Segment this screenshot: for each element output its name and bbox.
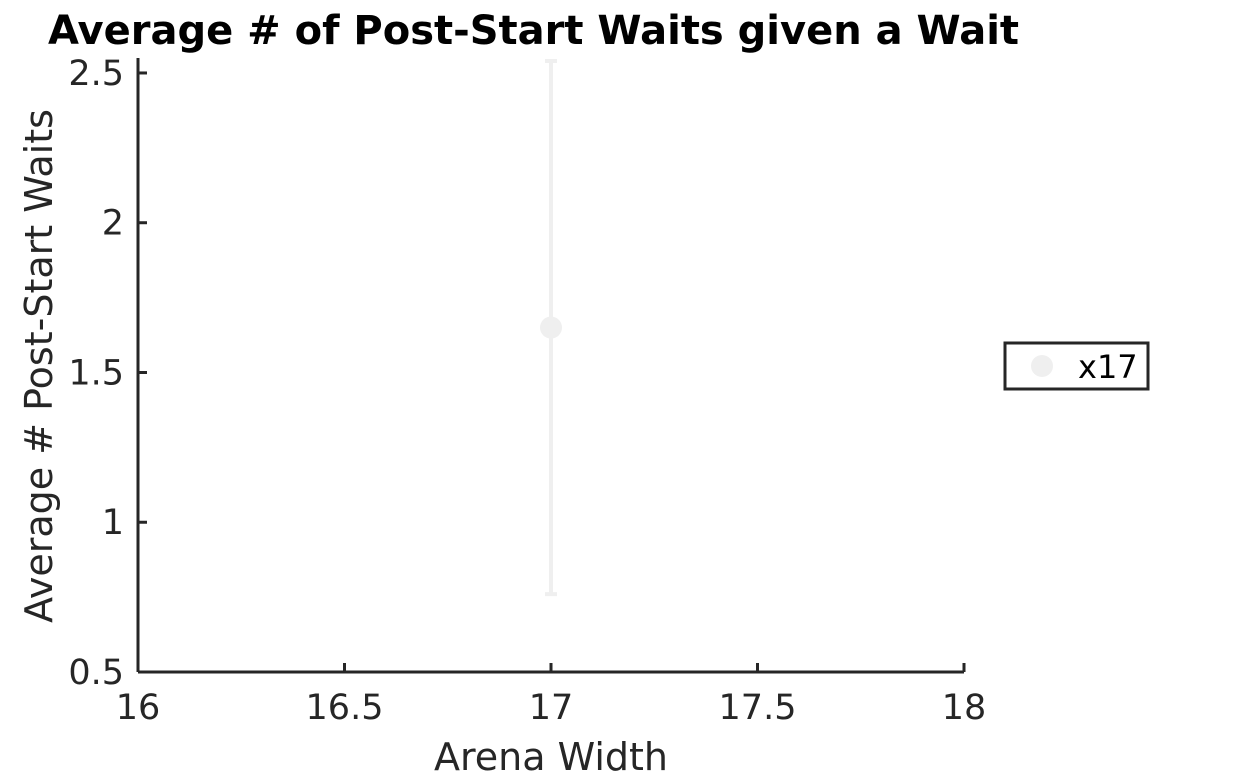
y-axis-label: Average # Post-Start Waits <box>17 109 61 623</box>
x-tick-label: 16 <box>116 688 161 728</box>
y-tick-label: 2.5 <box>68 54 124 94</box>
y-tick-label: 2 <box>102 204 124 244</box>
x-ticks: 16 16.5 17 17.5 18 <box>116 663 987 728</box>
x-axis-label: Arena Width <box>434 735 668 779</box>
y-ticks: 0.5 1 1.5 2 2.5 <box>68 54 147 693</box>
chart-title: Average # of Post-Start Waits given a Wa… <box>48 8 1019 54</box>
legend-label-x17: x17 <box>1078 348 1138 386</box>
plot-area <box>540 58 562 597</box>
x-tick-label: 16.5 <box>306 688 384 728</box>
x-tick-label: 17.5 <box>719 688 797 728</box>
legend: x17 <box>1003 341 1150 391</box>
legend-marker-x17 <box>1031 355 1053 377</box>
x-tick-label: 18 <box>942 688 987 728</box>
y-tick-label: 0.5 <box>68 653 124 693</box>
y-tick-label: 1.5 <box>68 353 124 393</box>
data-point <box>540 316 562 339</box>
y-tick-label: 1 <box>102 503 124 543</box>
x-tick-label: 17 <box>529 688 574 728</box>
legend-box <box>1003 341 1150 391</box>
